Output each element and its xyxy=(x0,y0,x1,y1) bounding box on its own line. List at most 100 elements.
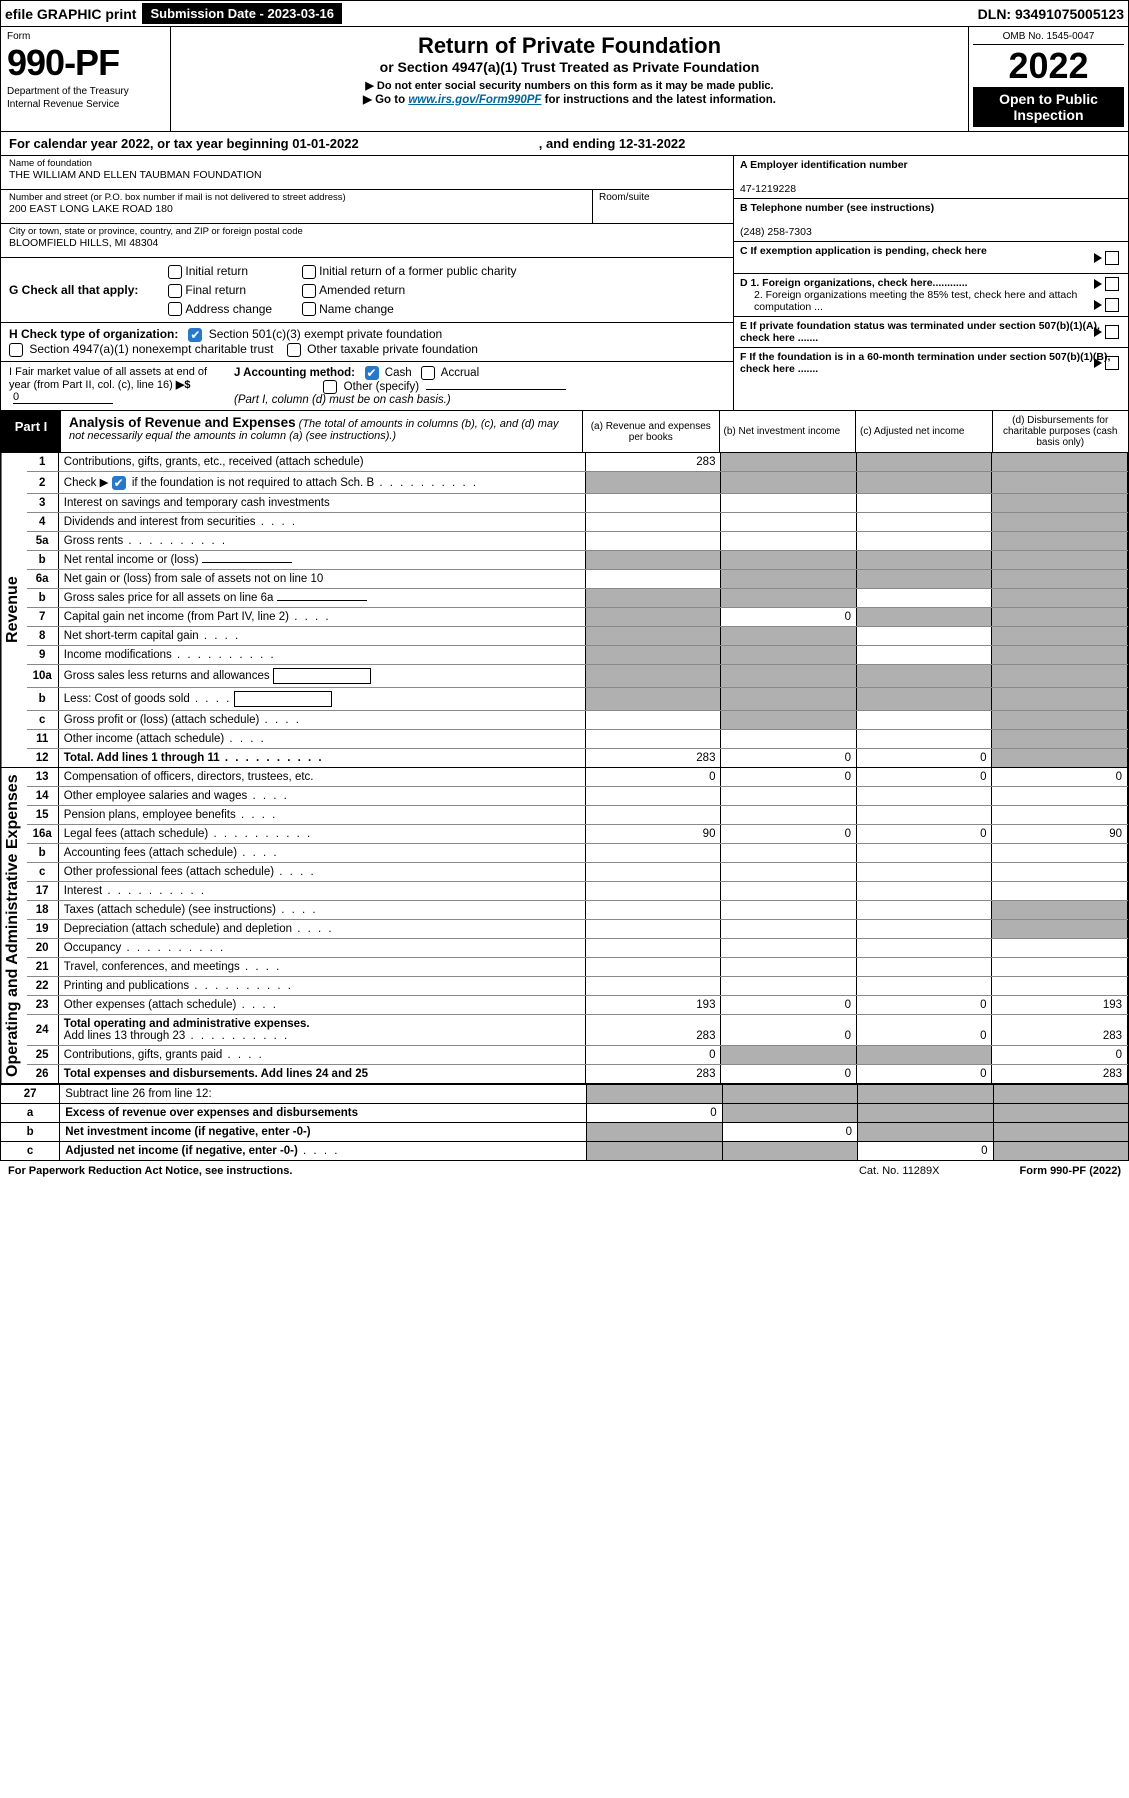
row-18: 18Taxes (attach schedule) (see instructi… xyxy=(27,901,1128,920)
goto-post: for instructions and the latest informat… xyxy=(541,94,776,106)
g-label: G Check all that apply: xyxy=(9,283,138,297)
chk-amended[interactable] xyxy=(302,284,316,298)
cat-no: Cat. No. 11289X xyxy=(859,1165,940,1177)
room-suite-cell: Room/suite xyxy=(593,190,733,223)
row-27c: cAdjusted net income (if negative, enter… xyxy=(1,1142,1129,1161)
cal-year-begin: For calendar year 2022, or tax year begi… xyxy=(9,136,359,151)
opt-cash: Cash xyxy=(385,367,412,379)
row-10c: cGross profit or (loss) (attach schedule… xyxy=(27,711,1128,730)
header-center: Return of Private Foundation or Section … xyxy=(171,27,968,131)
row-14: 14Other employee salaries and wages xyxy=(27,787,1128,806)
i-j-section: I Fair market value of all assets at end… xyxy=(1,362,733,410)
row-11: 11Other income (attach schedule) xyxy=(27,730,1128,749)
top-bar: efile GRAPHIC print Submission Date - 20… xyxy=(0,0,1129,27)
chk-c[interactable] xyxy=(1105,251,1119,265)
chk-accrual[interactable] xyxy=(421,366,435,380)
row-3: 3Interest on savings and temporary cash … xyxy=(27,494,1128,513)
chk-e[interactable] xyxy=(1105,325,1119,339)
arrow-icon xyxy=(1094,358,1102,368)
chk-f[interactable] xyxy=(1105,356,1119,370)
chk-initial-former[interactable] xyxy=(302,265,316,279)
row-23: 23Other expenses (attach schedule)193001… xyxy=(27,996,1128,1015)
form-label: Form xyxy=(7,31,164,42)
d-row: D 1. Foreign organizations, check here..… xyxy=(734,274,1128,317)
e-label: E If private foundation status was termi… xyxy=(740,320,1100,344)
row-21: 21Travel, conferences, and meetings xyxy=(27,958,1128,977)
rental-income-input[interactable] xyxy=(202,562,292,563)
chk-4947[interactable] xyxy=(9,343,23,357)
arrow-icon xyxy=(1094,300,1102,310)
revenue-grid-wrap: Revenue 1Contributions, gifts, grants, e… xyxy=(0,453,1129,768)
name-label: Name of foundation xyxy=(9,158,725,169)
section-i: I Fair market value of all assets at end… xyxy=(1,362,226,410)
ein-value: 47-1219228 xyxy=(740,183,796,195)
addr-label: Number and street (or P.O. box number if… xyxy=(9,192,584,203)
row-27a: aExcess of revenue over expenses and dis… xyxy=(1,1104,1129,1123)
chk-501c3[interactable] xyxy=(188,328,202,342)
chk-d2[interactable] xyxy=(1105,298,1119,312)
f-label: F If the foundation is in a 60-month ter… xyxy=(740,351,1110,375)
ein-row: A Employer identification number 47-1219… xyxy=(734,156,1128,199)
chk-d1[interactable] xyxy=(1105,277,1119,291)
row-16b: bAccounting fees (attach schedule) xyxy=(27,844,1128,863)
revenue-table: 1Contributions, gifts, grants, etc., rec… xyxy=(27,453,1128,767)
row-10a: 10aGross sales less returns and allowanc… xyxy=(27,665,1128,688)
expenses-table: 13Compensation of officers, directors, t… xyxy=(27,768,1128,1083)
paperwork-notice: For Paperwork Reduction Act Notice, see … xyxy=(8,1165,292,1177)
chk-sch-b[interactable] xyxy=(112,476,126,490)
chk-other-method[interactable] xyxy=(323,380,337,394)
part1-header: Part I Analysis of Revenue and Expenses … xyxy=(0,411,1129,453)
row-6b: bGross sales price for all assets on lin… xyxy=(27,589,1128,608)
row-16c: cOther professional fees (attach schedul… xyxy=(27,863,1128,882)
row-4: 4Dividends and interest from securities xyxy=(27,513,1128,532)
gross-sales-input[interactable] xyxy=(277,600,367,601)
d2-label: 2. Foreign organizations meeting the 85%… xyxy=(740,289,1122,313)
efile-label[interactable]: efile GRAPHIC print xyxy=(5,6,136,22)
opt-final-return: Final return xyxy=(185,283,246,297)
info-right: A Employer identification number 47-1219… xyxy=(733,156,1128,410)
chk-address-change[interactable] xyxy=(168,302,182,316)
col-a-head: (a) Revenue and expenses per books xyxy=(583,411,720,452)
gross-sales-less-input[interactable] xyxy=(273,668,371,684)
dept-treasury: Department of the Treasury xyxy=(7,86,164,97)
row-16a: 16aLegal fees (attach schedule)900090 xyxy=(27,825,1128,844)
omb-number: OMB No. 1545-0047 xyxy=(973,31,1124,45)
row-27b: bNet investment income (if negative, ent… xyxy=(1,1123,1129,1142)
row-1: 1Contributions, gifts, grants, etc., rec… xyxy=(27,453,1128,472)
irs-link[interactable]: www.irs.gov/Form990PF xyxy=(408,94,541,106)
row-19: 19Depreciation (attach schedule) and dep… xyxy=(27,920,1128,939)
form-subtitle: or Section 4947(a)(1) Trust Treated as P… xyxy=(177,59,962,75)
col-d-head: (d) Disbursements for charitable purpose… xyxy=(993,411,1129,452)
page-footer: For Paperwork Reduction Act Notice, see … xyxy=(0,1161,1129,1181)
tax-year: 2022 xyxy=(973,45,1124,87)
opt-4947: Section 4947(a)(1) nonexempt charitable … xyxy=(29,342,273,356)
chk-initial-return[interactable] xyxy=(168,265,182,279)
form-title: Return of Private Foundation xyxy=(177,33,962,59)
chk-cash[interactable] xyxy=(365,366,379,380)
chk-final-return[interactable] xyxy=(168,284,182,298)
phone-row: B Telephone number (see instructions) (2… xyxy=(734,199,1128,242)
h-section: H Check type of organization: Section 50… xyxy=(1,323,733,362)
chk-other-taxable[interactable] xyxy=(287,343,301,357)
calendar-year-row: For calendar year 2022, or tax year begi… xyxy=(0,132,1129,156)
ssn-note: ▶ Do not enter social security numbers o… xyxy=(177,79,962,92)
header-left: Form 990-PF Department of the Treasury I… xyxy=(1,27,171,131)
other-specify-line[interactable] xyxy=(426,389,566,390)
city-label: City or town, state or province, country… xyxy=(9,226,725,237)
chk-name-change[interactable] xyxy=(302,302,316,316)
h-label: H Check type of organization: xyxy=(9,327,178,341)
c-label: C If exemption application is pending, c… xyxy=(740,245,987,257)
foundation-name: THE WILLIAM AND ELLEN TAUBMAN FOUNDATION xyxy=(9,169,725,181)
header-right: OMB No. 1545-0047 2022 Open to Public In… xyxy=(968,27,1128,131)
row-8: 8Net short-term capital gain xyxy=(27,627,1128,646)
revenue-vert-label: Revenue xyxy=(1,453,27,767)
arrow-icon xyxy=(1094,327,1102,337)
cal-year-end: , and ending 12-31-2022 xyxy=(539,136,686,151)
city-value: BLOOMFIELD HILLS, MI 48304 xyxy=(9,237,725,249)
cogs-input[interactable] xyxy=(234,691,332,707)
i-value: 0 xyxy=(13,391,113,404)
phone-label: B Telephone number (see instructions) xyxy=(740,202,934,214)
line27-table: 27Subtract line 26 from line 12: aExcess… xyxy=(0,1084,1129,1161)
dln-label: DLN: 93491075005123 xyxy=(978,6,1124,22)
opt-amended: Amended return xyxy=(319,283,405,297)
